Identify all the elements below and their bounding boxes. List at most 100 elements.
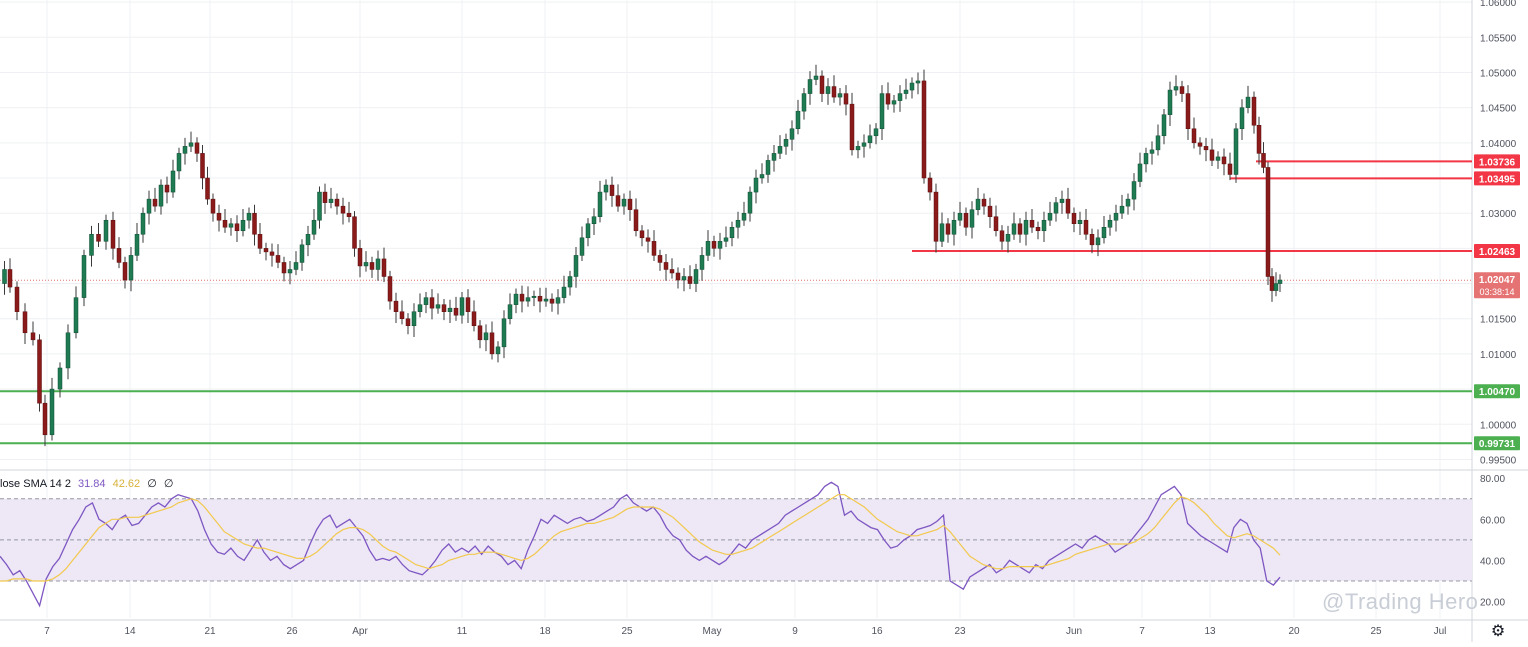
rsi-tick-label: 60.00 <box>1480 515 1505 526</box>
candle-bearish <box>453 307 459 316</box>
candle-bullish <box>837 93 843 98</box>
candle-bullish <box>1167 89 1173 115</box>
candle-bullish <box>1245 96 1251 108</box>
candle-bullish <box>1277 279 1283 284</box>
candle-bearish <box>921 80 927 179</box>
rsi-legend[interactable]: lose SMA 14 2 31.84 42.62 ∅ ∅ <box>0 477 177 490</box>
candle-bullish <box>603 184 609 193</box>
candle-bullish <box>951 219 957 235</box>
level-lines[interactable] <box>0 160 1472 445</box>
candle-bullish <box>825 86 831 94</box>
candle-bullish <box>423 297 429 305</box>
candle-bearish <box>22 311 28 334</box>
candle-bearish <box>1265 167 1271 277</box>
candle-bullish <box>1125 198 1131 207</box>
price-tick-label: 1.04500 <box>1480 104 1517 115</box>
candle-bullish <box>1119 205 1125 214</box>
rsi-legend-extra-1: ∅ <box>147 478 157 490</box>
time-tick-label: 9 <box>792 626 798 637</box>
candle-bearish <box>269 251 275 256</box>
rsi-sma-line <box>0 494 1281 582</box>
candle-bearish <box>615 195 621 207</box>
candle-bearish <box>441 304 447 312</box>
candle-bullish <box>975 198 981 210</box>
candle-bullish <box>807 79 813 94</box>
candle-bearish <box>999 230 1005 242</box>
candle-bearish <box>1203 146 1209 151</box>
candle-bullish <box>287 269 293 274</box>
candle-bearish <box>164 184 170 193</box>
candle-bullish <box>176 153 182 172</box>
candle-bearish <box>477 325 483 341</box>
candle-bearish <box>849 103 855 151</box>
candle-bearish <box>609 184 615 196</box>
candle-bullish <box>1101 227 1107 239</box>
candle-bullish <box>483 332 489 341</box>
candle-bearish <box>945 223 951 235</box>
time-tick-label: 26 <box>286 626 298 637</box>
time-tick-label: Apr <box>352 626 368 637</box>
time-tick-label: 25 <box>621 626 633 637</box>
candle-bullish <box>435 304 441 309</box>
current-price-label-bg <box>1474 272 1520 299</box>
candle-bearish <box>1197 142 1203 147</box>
watermark: @Trading Hero <box>1322 589 1479 614</box>
candle-bearish <box>627 198 633 210</box>
candle-bearish <box>257 234 263 249</box>
candle-bullish <box>1107 219 1113 228</box>
candle-bearish <box>885 93 891 105</box>
candle-bearish <box>1256 124 1262 154</box>
candle-bearish <box>645 237 651 242</box>
candle-bearish <box>252 212 257 235</box>
candle-bullish <box>228 223 234 228</box>
candle-bearish <box>357 248 363 267</box>
candle-bullish <box>813 75 819 80</box>
rsi-lines <box>0 481 1281 608</box>
candle-bearish <box>657 255 663 263</box>
candle-bullish <box>1059 198 1065 203</box>
candle-bullish <box>299 244 305 263</box>
candle-bearish <box>1261 153 1266 168</box>
time-tick-label: 14 <box>124 626 136 637</box>
candle-bullish <box>1095 237 1101 246</box>
candle-bearish <box>110 219 116 249</box>
candle-bullish <box>134 234 140 256</box>
rsi-tick-label: 80.00 <box>1480 474 1505 485</box>
candle-bullish <box>103 219 109 242</box>
candle-bullish <box>801 93 807 112</box>
time-tick-label: Jun <box>1066 626 1082 637</box>
time-tick-label: 18 <box>539 626 551 637</box>
candle-bullish <box>1005 234 1011 242</box>
candle-bearish <box>116 248 122 263</box>
candle-bearish <box>263 248 269 253</box>
candle-bearish <box>7 269 13 288</box>
candle-bearish <box>651 241 657 256</box>
candle-bearish <box>981 198 987 207</box>
candle-bearish <box>96 234 101 242</box>
candle-bullish <box>897 93 903 101</box>
rsi-legend-name: lose SMA 14 2 <box>0 478 71 490</box>
candle-bullish <box>1047 212 1053 221</box>
candle-bearish <box>843 93 849 105</box>
time-tick-label: 7 <box>44 626 50 637</box>
candle-bullish <box>1137 163 1143 182</box>
candle-bullish <box>305 234 311 246</box>
candle-bullish <box>543 298 549 302</box>
price-labels: 1.03736 1.03495 1.02463 1.00470 0.99731 1.020… <box>1474 154 1520 451</box>
candle-bearish <box>387 276 393 302</box>
candle-bearish <box>963 212 969 228</box>
candle-bearish <box>234 223 240 232</box>
candle-bearish <box>152 198 158 207</box>
resistance-level-label: 1.03495 <box>1479 174 1516 185</box>
candle-bearish <box>1251 96 1257 126</box>
support-level-label: 0.99731 <box>1479 439 1516 450</box>
support-level-label-bg <box>1474 436 1520 451</box>
gear-icon[interactable]: ⚙ <box>1490 623 1506 640</box>
price-tick-label: 1.03000 <box>1480 209 1517 220</box>
price-tick-label: 1.05000 <box>1480 68 1517 79</box>
candle-bullish <box>1273 283 1279 291</box>
candle-bearish <box>537 295 543 302</box>
candle-bullish <box>765 160 771 175</box>
